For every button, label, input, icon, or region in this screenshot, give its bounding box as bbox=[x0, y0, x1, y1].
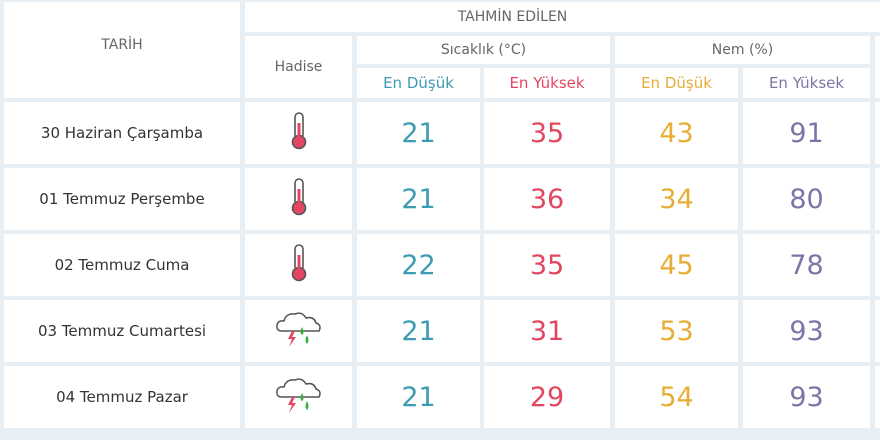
extra-cell bbox=[875, 234, 880, 296]
humidity-high: 78 bbox=[743, 234, 870, 296]
temp-high: 35 bbox=[484, 102, 610, 164]
extra-cell bbox=[875, 168, 880, 230]
temp-high: 36 bbox=[484, 168, 610, 230]
header-nem: Nem (%) bbox=[615, 36, 870, 64]
humidity-high: 93 bbox=[743, 366, 870, 428]
humidity-low: 45 bbox=[615, 234, 738, 296]
header-temp-high: En Yüksek bbox=[484, 68, 610, 98]
humidity-high: 93 bbox=[743, 300, 870, 362]
temp-high: 31 bbox=[484, 300, 610, 362]
temp-high: 35 bbox=[484, 234, 610, 296]
temp-low: 21 bbox=[357, 102, 480, 164]
header-hadise: Hadise bbox=[245, 36, 352, 98]
thunderstorm-rain-icon bbox=[274, 375, 324, 419]
row-date: 04 Temmuz Pazar bbox=[4, 366, 240, 428]
temp-low: 21 bbox=[357, 168, 480, 230]
humidity-high: 80 bbox=[743, 168, 870, 230]
row-date: 01 Temmuz Perşembe bbox=[4, 168, 240, 230]
temp-low: 21 bbox=[357, 300, 480, 362]
humidity-low: 54 bbox=[615, 366, 738, 428]
extra-cell bbox=[875, 366, 880, 428]
header-extra bbox=[875, 36, 880, 98]
header-tahmin-label: TAHMİN EDİLEN bbox=[457, 9, 568, 25]
header-tarih-label: TARİH bbox=[101, 37, 143, 53]
header-temp-low: En Düşük bbox=[357, 68, 480, 98]
humidity-low: 43 bbox=[615, 102, 738, 164]
weather-icon-cell bbox=[245, 300, 352, 362]
temp-low: 21 bbox=[357, 366, 480, 428]
header-hum-low: En Düşük bbox=[615, 68, 738, 98]
weather-icon-cell bbox=[245, 366, 352, 428]
row-date: 02 Temmuz Cuma bbox=[4, 234, 240, 296]
temp-high: 29 bbox=[484, 366, 610, 428]
weather-icon-cell bbox=[245, 234, 352, 296]
thermometer-icon bbox=[289, 243, 309, 287]
humidity-high: 91 bbox=[743, 102, 870, 164]
extra-cell bbox=[875, 300, 880, 362]
weather-icon-cell bbox=[245, 168, 352, 230]
humidity-low: 53 bbox=[615, 300, 738, 362]
row-date: 03 Temmuz Cumartesi bbox=[4, 300, 240, 362]
thunderstorm-rain-icon bbox=[274, 309, 324, 353]
row-date: 30 Haziran Çarşamba bbox=[4, 102, 240, 164]
extra-cell bbox=[875, 102, 880, 164]
humidity-low: 34 bbox=[615, 168, 738, 230]
header-sicaklik: Sıcaklık (°C) bbox=[357, 36, 610, 64]
weather-icon-cell bbox=[245, 102, 352, 164]
header-tahmin: TAHMİN EDİLEN bbox=[245, 2, 880, 32]
temp-low: 22 bbox=[357, 234, 480, 296]
header-tarih: TARİH bbox=[4, 2, 240, 98]
thermometer-icon bbox=[289, 111, 309, 155]
header-hum-high: En Yüksek bbox=[743, 68, 870, 98]
thermometer-icon bbox=[289, 177, 309, 221]
